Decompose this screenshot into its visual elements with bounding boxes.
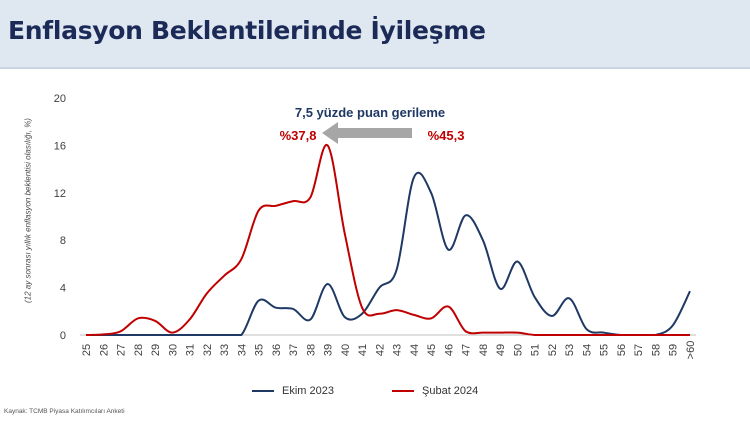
- legend-swatch-subat: [392, 390, 414, 392]
- x-tick-label: 38: [305, 344, 317, 356]
- legend-swatch-ekim: [252, 390, 274, 392]
- y-tick-label: 16: [54, 140, 66, 152]
- legend-label-subat: Şubat 2024: [422, 385, 479, 397]
- y-tick-label: 12: [54, 188, 66, 200]
- x-tick-label: 49: [495, 344, 507, 356]
- x-tick-label: 57: [633, 344, 645, 356]
- x-tick-label: 52: [547, 344, 559, 356]
- x-tick-label: 45: [426, 344, 438, 356]
- x-tick-label: >60: [685, 341, 697, 360]
- x-tick-label: 36: [271, 344, 283, 356]
- y-tick-label: 8: [60, 235, 66, 247]
- x-tick-label: 56: [616, 344, 628, 356]
- x-tick-label: 27: [116, 344, 128, 356]
- header-divider: [0, 67, 750, 69]
- x-tick-label: 31: [185, 344, 197, 356]
- x-tick-label: 55: [599, 344, 611, 356]
- x-tick-label: 28: [133, 344, 145, 356]
- x-tick-label: 46: [443, 344, 455, 356]
- series-line-subat-2024: [85, 144, 690, 336]
- x-tick-label: 35: [254, 344, 266, 356]
- legend-item-ekim: Ekim 2023: [252, 385, 334, 397]
- x-tick-label: 41: [357, 344, 369, 356]
- x-tick-label: 37: [288, 344, 300, 356]
- page-title: Enflasyon Beklentilerinde İyileşme: [8, 16, 486, 45]
- x-tick-label: 58: [650, 344, 662, 356]
- y-tick-label: 4: [60, 283, 66, 295]
- x-tick-label: 59: [668, 344, 680, 356]
- annotation-right-value: %45,3: [428, 128, 465, 143]
- y-tick-label: 0: [60, 330, 66, 342]
- annotation-left-value: %37,8: [280, 128, 317, 143]
- legend-item-subat: Şubat 2024: [392, 385, 478, 397]
- x-tick-label: 53: [564, 344, 576, 356]
- x-tick-label: 26: [98, 344, 110, 356]
- y-tick-label: 20: [54, 93, 66, 105]
- x-tick-label: 29: [150, 344, 162, 356]
- header-banner: [0, 0, 750, 68]
- x-tick-label: 43: [392, 344, 404, 356]
- x-tick-label: 34: [236, 344, 248, 356]
- legend-label-ekim: Ekim 2023: [282, 385, 334, 397]
- x-tick-label: 33: [219, 344, 231, 356]
- x-tick-label: 47: [461, 344, 473, 356]
- x-tick-label: 48: [478, 344, 490, 356]
- decline-arrow: [322, 122, 412, 144]
- x-tick-label: 42: [374, 344, 386, 356]
- x-tick-label: 44: [409, 344, 421, 356]
- x-tick-label: 30: [167, 344, 179, 356]
- series-line-ekim-2023: [86, 171, 691, 336]
- x-tick-label: 40: [340, 344, 352, 356]
- x-tick-label: 54: [581, 344, 593, 356]
- source-note: Kaynak: TCMB Piyasa Katılımcıları Anketi: [4, 408, 125, 415]
- x-tick-label: 32: [202, 344, 214, 356]
- x-tick-label: 25: [81, 344, 93, 356]
- x-tick-label: 50: [512, 344, 524, 356]
- x-tick-label: 51: [530, 344, 542, 356]
- x-tick-label: 39: [323, 344, 335, 356]
- annotation-headline: 7,5 yüzde puan gerileme: [295, 105, 445, 120]
